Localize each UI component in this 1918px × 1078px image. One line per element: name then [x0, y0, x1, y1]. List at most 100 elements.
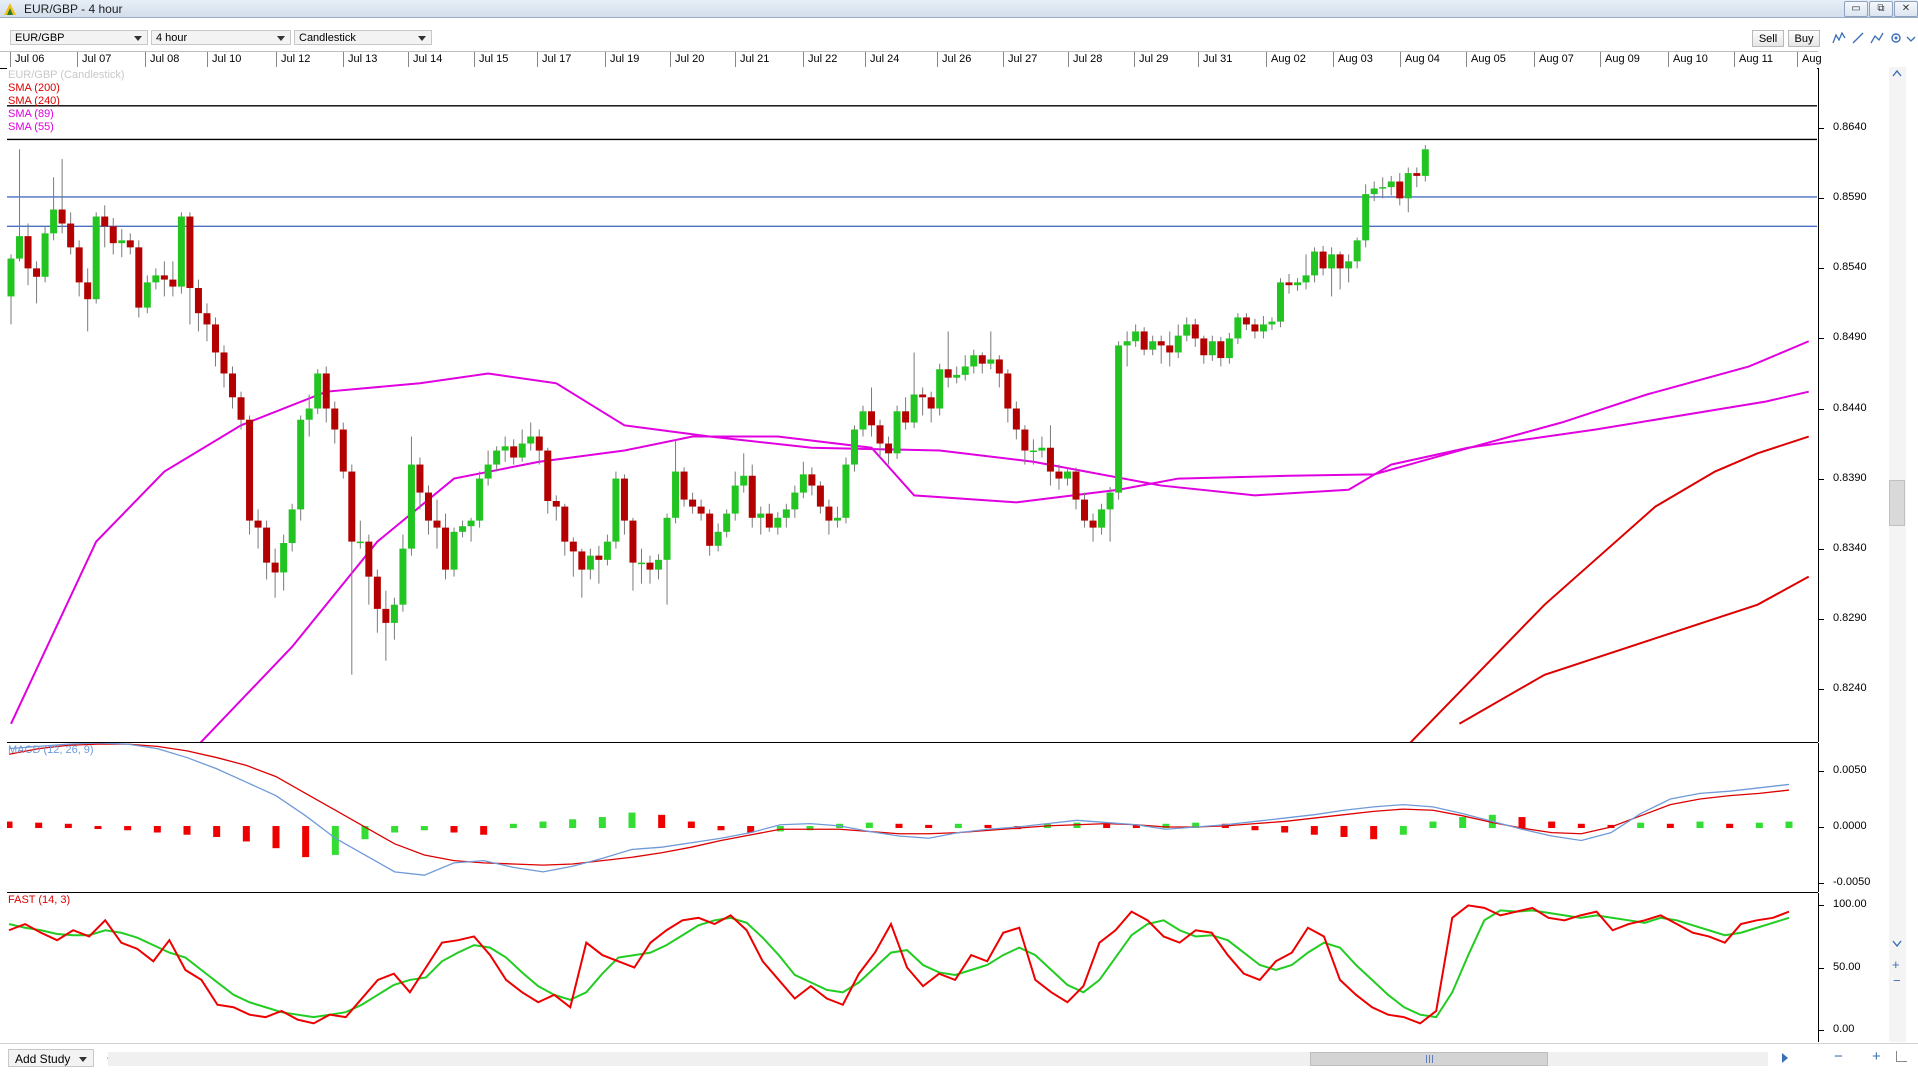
- macd-chart: [7, 743, 1793, 876]
- macd-histogram-bar: [1340, 826, 1348, 837]
- close-button[interactable]: ✕: [1894, 1, 1918, 17]
- candle-body: [1063, 471, 1071, 479]
- macd-histogram-bar: [1518, 817, 1526, 829]
- chevron-up-icon[interactable]: [1892, 69, 1902, 77]
- x-tick-label: Aug 02: [1266, 52, 1306, 67]
- pane-divider[interactable]: [7, 742, 1818, 743]
- horizontal-scroll-thumb[interactable]: [1310, 1052, 1548, 1066]
- macd-histogram-bar: [1370, 826, 1378, 840]
- x-tick-label: Jul 06: [10, 52, 44, 67]
- candle-body: [885, 443, 893, 454]
- candle-body: [544, 450, 552, 501]
- macd-histogram-bar: [124, 826, 132, 831]
- candle-body: [1072, 471, 1080, 500]
- candle-body: [799, 474, 807, 493]
- candle-body: [527, 436, 535, 444]
- macd-histogram-bar: [183, 826, 191, 835]
- candle-body: [305, 408, 313, 420]
- settings-icon[interactable]: [1890, 32, 1902, 44]
- candle-body: [24, 236, 32, 269]
- candle-body: [961, 366, 969, 375]
- symbol-dropdown[interactable]: EUR/GBP: [10, 30, 148, 45]
- interval-dropdown[interactable]: 4 hour: [151, 30, 291, 45]
- vertical-scrollbar[interactable]: + −: [1889, 67, 1906, 1042]
- candle-body: [561, 506, 569, 542]
- x-tick-label: Jul 21: [735, 52, 769, 67]
- collapse-icon[interactable]: [1906, 34, 1916, 44]
- candle-body: [697, 506, 705, 514]
- y-tick-mark: [1819, 618, 1824, 620]
- y-tick-label: 0.8290: [1833, 611, 1867, 624]
- candle-body: [314, 373, 322, 409]
- x-tick-label: Aug 09: [1600, 52, 1640, 67]
- macd-histogram-bar: [1577, 823, 1585, 829]
- sell-button[interactable]: Sell: [1752, 30, 1784, 47]
- candle-body: [1234, 317, 1242, 339]
- candle-body: [271, 562, 279, 573]
- add-study-button[interactable]: Add Study: [8, 1049, 94, 1067]
- window-title: EUR/GBP - 4 hour: [24, 2, 123, 16]
- y-tick-mark: [1819, 688, 1824, 690]
- macd-histogram-bar: [687, 821, 695, 829]
- drawing-tools-icon[interactable]: [1870, 32, 1884, 44]
- legend-sma89: SMA (89): [8, 108, 54, 120]
- resize-grip-icon[interactable]: [1896, 1051, 1907, 1062]
- candle-body: [791, 492, 799, 510]
- macd-histogram-bar: [1162, 823, 1170, 829]
- candle-body: [203, 313, 211, 325]
- minimize-button[interactable]: ▭: [1844, 1, 1868, 17]
- buy-button[interactable]: Buy: [1788, 30, 1820, 47]
- symbol-label: EUR/GBP: [15, 32, 65, 44]
- macd-histogram-bar: [361, 826, 369, 840]
- candle-body: [1268, 321, 1276, 325]
- macd-histogram-bar: [213, 826, 221, 837]
- price-chart: [7, 105, 1817, 742]
- candle-body: [288, 509, 296, 544]
- macd-histogram-bar: [1281, 826, 1289, 833]
- candle-body: [407, 464, 415, 549]
- macd-histogram-bar: [598, 817, 606, 829]
- candle-body: [637, 562, 645, 565]
- macd-histogram-bar: [1132, 824, 1140, 829]
- chevron-down-icon: [134, 36, 142, 41]
- candle-body: [808, 474, 816, 486]
- interval-label: 4 hour: [156, 32, 188, 44]
- sma-line: [1458, 575, 1810, 725]
- candle-body: [1421, 149, 1429, 176]
- macd-histogram-bar: [1548, 821, 1556, 829]
- scroll-right-icon[interactable]: [1782, 1053, 1788, 1063]
- y-tick-mark: [1819, 827, 1824, 829]
- indicator-icon[interactable]: [1832, 32, 1846, 44]
- candle-body: [646, 562, 654, 570]
- restore-button[interactable]: ⧉: [1869, 1, 1893, 17]
- candle-body: [339, 429, 347, 472]
- macd-histogram-bar: [64, 823, 72, 829]
- zoom-in-icon[interactable]: +: [1892, 957, 1900, 972]
- trendline-icon[interactable]: [1852, 32, 1864, 44]
- y-tick-mark: [1819, 128, 1824, 130]
- macd-histogram-bar: [242, 826, 250, 842]
- chevron-down-icon[interactable]: [1892, 939, 1902, 947]
- vertical-scroll-thumb[interactable]: [1889, 480, 1905, 526]
- y-tick-mark: [1819, 905, 1824, 907]
- zoom-out-icon[interactable]: −: [1893, 973, 1901, 988]
- pane-divider[interactable]: [7, 892, 1818, 893]
- candle-body: [399, 548, 407, 605]
- candle-body: [1379, 187, 1387, 189]
- candle-body: [953, 374, 961, 378]
- zoom-out-icon[interactable]: −: [1834, 1048, 1843, 1065]
- macd-histogram-bar: [1637, 822, 1645, 829]
- candle-body: [484, 464, 492, 479]
- macd-histogram-bar: [1251, 826, 1259, 831]
- macd-histogram-bar: [954, 823, 962, 829]
- chart-style-dropdown[interactable]: Candlestick: [294, 30, 432, 45]
- candle-body: [1336, 254, 1344, 269]
- candle-body: [1115, 345, 1123, 493]
- y-tick-label: 100.00: [1833, 898, 1867, 911]
- y-tick-label: 0.8490: [1833, 331, 1867, 344]
- candle-body: [936, 369, 944, 409]
- zoom-in-icon[interactable]: +: [1872, 1048, 1881, 1065]
- macd-histogram-bar: [302, 826, 310, 858]
- candle-body: [910, 394, 918, 423]
- candle-body: [1370, 188, 1378, 195]
